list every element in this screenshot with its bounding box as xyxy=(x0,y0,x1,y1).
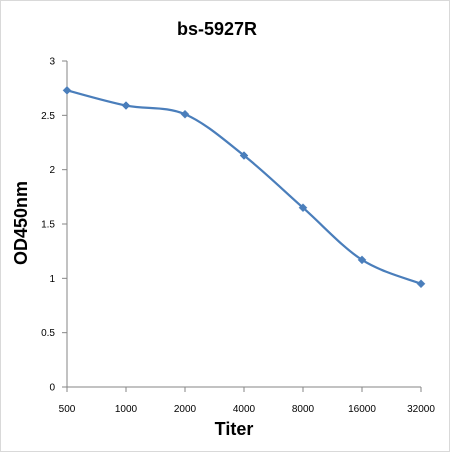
y-tick-label: 1.5 xyxy=(41,220,55,231)
x-axis-label: Titer xyxy=(215,419,254,439)
x-tick-label: 2000 xyxy=(174,404,197,415)
y-tick-label: 3 xyxy=(49,57,55,68)
series-line xyxy=(66,89,422,285)
x-tick-label: 4000 xyxy=(233,404,256,415)
data-point-marker xyxy=(298,203,308,213)
y-tick-label: 0.5 xyxy=(41,328,55,339)
data-point-marker xyxy=(62,85,72,95)
y-tick-label: 1 xyxy=(49,274,55,285)
y-tick-label: 2 xyxy=(49,165,55,176)
x-tick-labels: 500 1000 2000 4000 8000 16000 32000 xyxy=(59,404,436,415)
chart-title: bs-5927R xyxy=(177,19,257,39)
y-tick-labels: 0 0.5 1 1.5 2 2.5 3 xyxy=(41,57,55,394)
data-point-marker xyxy=(416,279,426,289)
y-tick-label: 0 xyxy=(49,383,55,394)
x-tick-label: 32000 xyxy=(407,404,435,415)
x-tick-label: 500 xyxy=(59,404,76,415)
x-tick-label: 1000 xyxy=(115,404,138,415)
series-group xyxy=(62,85,426,289)
axes xyxy=(62,60,422,392)
x-tick-label: 16000 xyxy=(348,404,376,415)
data-point-marker xyxy=(239,151,249,160)
data-point-marker xyxy=(180,109,190,119)
data-point-marker xyxy=(357,255,367,265)
y-tick-label: 2.5 xyxy=(41,111,55,122)
data-point-marker xyxy=(121,101,131,110)
y-axis-label: OD450nm xyxy=(11,181,31,265)
x-tick-label: 8000 xyxy=(292,404,315,415)
